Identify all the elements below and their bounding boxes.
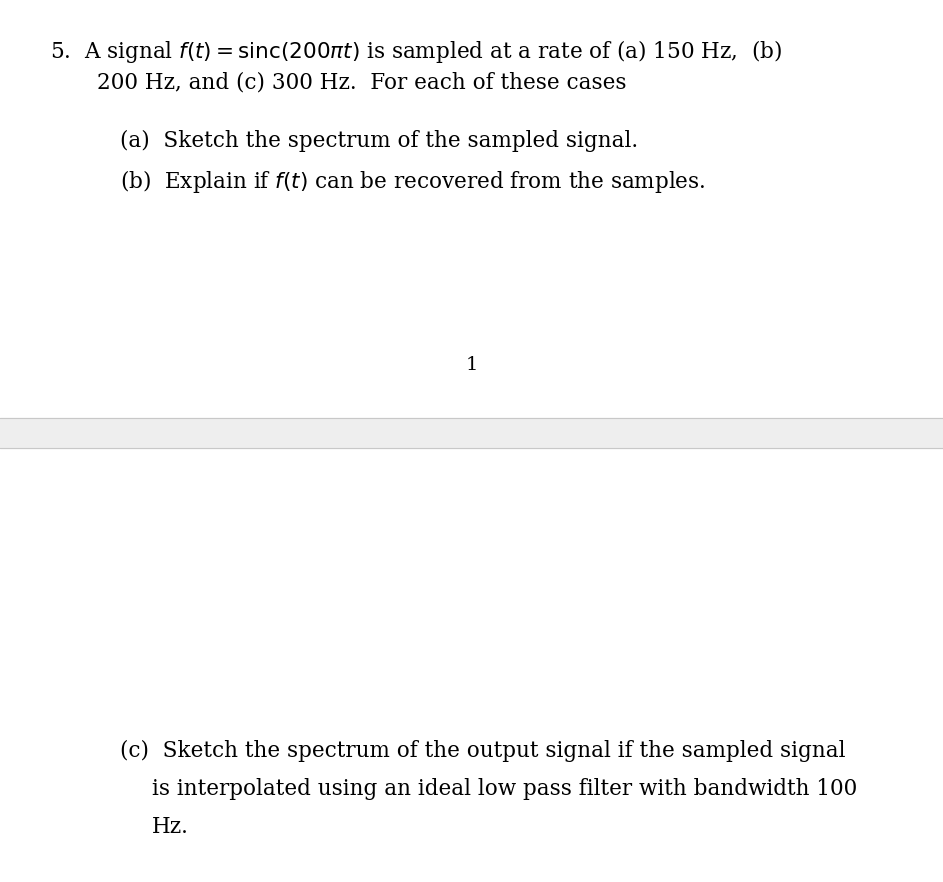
Text: is interpolated using an ideal low pass filter with bandwidth 100: is interpolated using an ideal low pass …	[152, 778, 857, 800]
Text: (c)  Sketch the spectrum of the output signal if the sampled signal: (c) Sketch the spectrum of the output si…	[120, 740, 846, 762]
Bar	[0, 418, 943, 448]
Text: 1: 1	[465, 356, 478, 374]
Text: 200 Hz, and (c) 300 Hz.  For each of these cases: 200 Hz, and (c) 300 Hz. For each of thes…	[97, 72, 626, 94]
Text: Hz.: Hz.	[152, 816, 189, 838]
Text: (a)  Sketch the spectrum of the sampled signal.: (a) Sketch the spectrum of the sampled s…	[120, 130, 638, 152]
Text: (b)  Explain if $f(t)$ can be recovered from the samples.: (b) Explain if $f(t)$ can be recovered f…	[120, 168, 705, 195]
Text: 5.  A signal $f(t) = \mathrm{sinc}(200\pi t)$ is sampled at a rate of (a) 150 Hz: 5. A signal $f(t) = \mathrm{sinc}(200\pi…	[50, 38, 782, 65]
